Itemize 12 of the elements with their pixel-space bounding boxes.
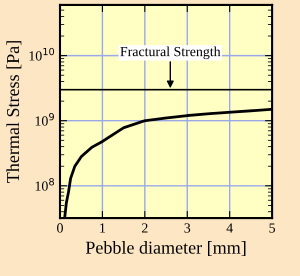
x-tick-label: 4 (226, 223, 233, 233)
y-tick-label: 10$^{8}$ (36, 178, 54, 191)
x-axis-title: Pebble diameter [mm] (86, 241, 246, 256)
x-tick-label: 2 (142, 223, 148, 233)
x-tick-label: 3 (184, 223, 190, 233)
x-tick-label: 0 (57, 223, 63, 233)
annotation: Fractural Strength (120, 46, 220, 60)
x-tick-label: 1 (100, 223, 106, 233)
y-axis-title: Thermal Stress [Pa] (6, 41, 22, 183)
y-tick-label: 10$^{9}$ (36, 112, 54, 126)
x-tick-label: 5 (269, 223, 276, 233)
y-tick-label: 10$^{10}$ (30, 48, 54, 61)
